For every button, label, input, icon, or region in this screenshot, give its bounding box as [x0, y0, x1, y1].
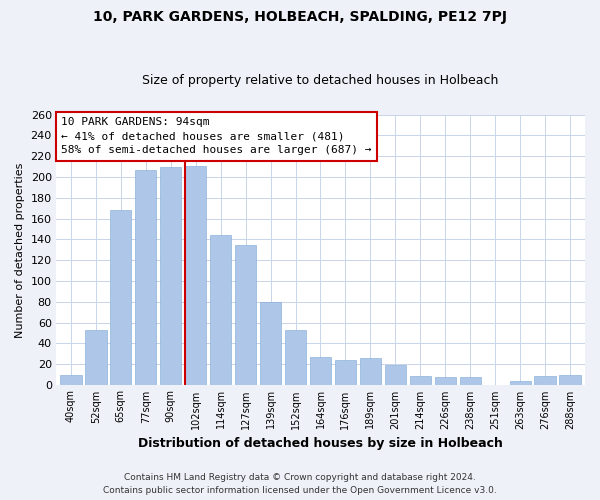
Bar [61, 374, 82, 385]
Bar [185, 166, 206, 385]
Bar [210, 236, 231, 385]
Text: 10, PARK GARDENS, HOLBEACH, SPALDING, PE12 7PJ: 10, PARK GARDENS, HOLBEACH, SPALDING, PE… [93, 10, 507, 24]
Bar [110, 210, 131, 385]
Bar [434, 377, 456, 385]
Bar [235, 244, 256, 385]
Text: Contains HM Land Registry data © Crown copyright and database right 2024.
Contai: Contains HM Land Registry data © Crown c… [103, 473, 497, 495]
Bar [260, 302, 281, 385]
Bar [335, 360, 356, 385]
Bar [559, 374, 581, 385]
Bar [460, 377, 481, 385]
Bar [135, 170, 157, 385]
Bar [310, 357, 331, 385]
Bar [509, 381, 531, 385]
Bar [85, 330, 107, 385]
Bar [385, 366, 406, 385]
Bar [360, 358, 381, 385]
Y-axis label: Number of detached properties: Number of detached properties [15, 162, 25, 338]
Bar [535, 376, 556, 385]
Title: Size of property relative to detached houses in Holbeach: Size of property relative to detached ho… [142, 74, 499, 87]
Bar [285, 330, 306, 385]
Bar [160, 166, 181, 385]
Text: 10 PARK GARDENS: 94sqm
← 41% of detached houses are smaller (481)
58% of semi-de: 10 PARK GARDENS: 94sqm ← 41% of detached… [61, 118, 372, 156]
Bar [410, 376, 431, 385]
X-axis label: Distribution of detached houses by size in Holbeach: Distribution of detached houses by size … [138, 437, 503, 450]
